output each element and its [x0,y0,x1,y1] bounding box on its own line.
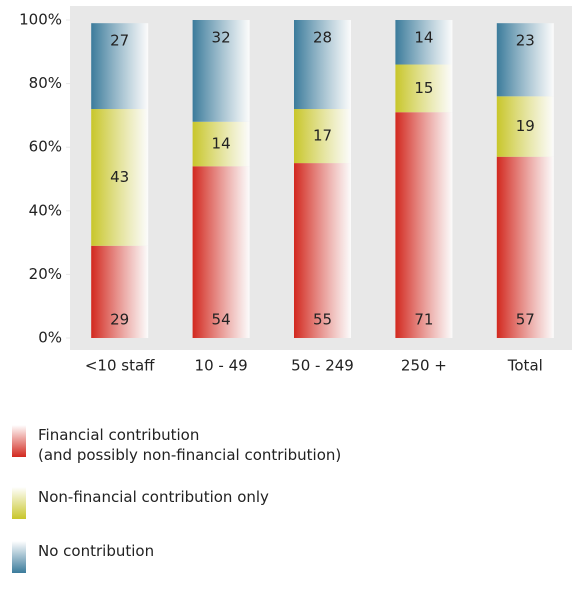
x-tick-label: 50 - 249 [291,357,354,375]
legend-label: Non-financial contribution only [38,488,269,506]
legend-swatch [12,541,26,573]
legend-label: Financial contribution (and possibly non… [38,426,342,464]
x-tick-label: 250 + [401,357,447,375]
y-tick-label: 100% [19,11,62,29]
bar-segment [294,109,351,164]
y-tick-label: 0% [38,329,62,347]
data-label: 57 [516,311,535,329]
x-tick-label: 10 - 49 [195,357,248,375]
bar-segment [91,245,149,338]
data-label: 17 [313,127,332,145]
data-label: 29 [110,311,129,329]
data-label: 43 [110,168,129,186]
legend-swatch [12,487,26,519]
legend: Financial contribution (and possibly non… [12,425,562,595]
bar-segment [294,20,351,110]
bar-segment [192,20,250,122]
bar-segment [496,23,554,97]
bar-segment [496,96,554,157]
data-label: 14 [212,135,231,153]
data-label: 27 [110,32,129,50]
data-label: 15 [414,79,433,97]
y-tick-label: 80% [29,74,62,92]
data-label: 71 [414,311,433,329]
y-tick-label: 20% [29,265,62,283]
bar-segment [192,121,250,167]
x-tick-label: <10 staff [85,357,155,375]
data-label: 54 [212,311,231,329]
bar-segment [91,23,149,110]
data-label: 23 [516,32,535,50]
legend-swatch [12,425,26,457]
bar-segment [294,163,351,338]
legend-label: No contribution [38,542,155,560]
bar-segment [395,112,453,338]
chart: 0% 20% 40% 60% 80% 100% <10 staff 29 43 27 10 - 49… [19,6,572,375]
legend-item: Financial contribution (and possibly non… [12,425,562,465]
bar-segment [192,166,250,338]
legend-item: Non-financial contribution only [12,487,562,519]
page: {"chart_data": {"type": "stacked_bar", "… [12,6,572,573]
data-label: 28 [313,29,332,47]
y-tick-label: 40% [29,201,62,219]
data-label: 32 [212,29,231,47]
y-tick-label: 60% [29,138,62,156]
data-label: 19 [516,117,535,135]
bar-segment [496,156,554,338]
bar-segment [395,20,453,65]
data-label: 55 [313,311,332,329]
bar-segment [395,64,453,113]
bar-segment [91,109,149,246]
data-label: 14 [414,29,433,47]
x-tick-label: Total [507,357,543,375]
legend-item: No contribution [12,541,562,573]
